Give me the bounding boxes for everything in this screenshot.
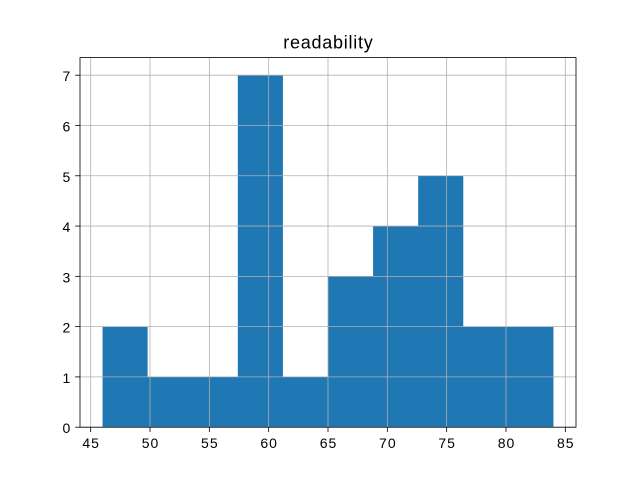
svg-text:1: 1 — [63, 370, 71, 386]
svg-text:readability: readability — [283, 33, 373, 53]
svg-text:2: 2 — [63, 320, 71, 336]
svg-text:3: 3 — [63, 269, 71, 285]
svg-text:65: 65 — [320, 435, 338, 451]
svg-text:5: 5 — [63, 169, 71, 185]
svg-text:6: 6 — [63, 118, 71, 134]
svg-text:80: 80 — [498, 435, 516, 451]
svg-text:0: 0 — [63, 420, 71, 436]
svg-text:55: 55 — [201, 435, 219, 451]
svg-text:45: 45 — [82, 435, 100, 451]
svg-text:85: 85 — [557, 435, 575, 451]
svg-text:4: 4 — [63, 219, 71, 235]
svg-text:60: 60 — [260, 435, 278, 451]
svg-text:75: 75 — [438, 435, 456, 451]
svg-text:7: 7 — [63, 68, 71, 84]
svg-text:70: 70 — [379, 435, 397, 451]
svg-text:50: 50 — [142, 435, 160, 451]
